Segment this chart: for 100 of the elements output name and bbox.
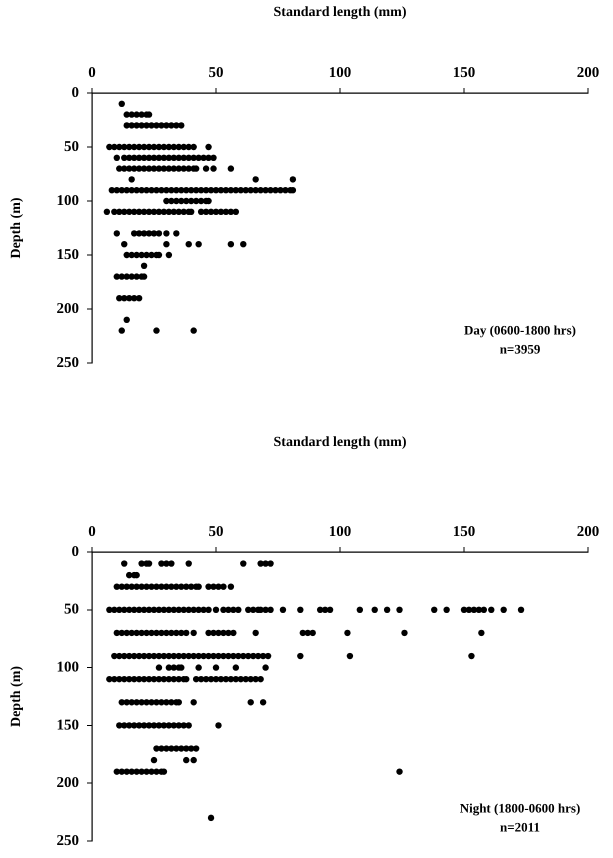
point bbox=[215, 722, 222, 729]
point bbox=[190, 327, 197, 334]
point bbox=[297, 652, 304, 660]
point bbox=[205, 606, 212, 613]
point bbox=[186, 722, 192, 729]
point bbox=[478, 630, 485, 636]
point bbox=[220, 583, 227, 590]
point bbox=[262, 664, 269, 671]
point bbox=[124, 316, 130, 323]
y-tick-label: 150 bbox=[56, 246, 79, 263]
point bbox=[190, 630, 197, 636]
point bbox=[128, 176, 135, 183]
point bbox=[267, 560, 274, 567]
point bbox=[356, 606, 364, 613]
point bbox=[240, 560, 246, 567]
point bbox=[195, 241, 202, 248]
y-tick-label: 100 bbox=[56, 192, 79, 209]
x-tick-label: 200 bbox=[576, 524, 600, 540]
x-tick-label: 100 bbox=[328, 64, 352, 81]
point bbox=[260, 699, 266, 706]
point bbox=[190, 756, 197, 764]
point bbox=[310, 630, 316, 636]
x-tick-label: 150 bbox=[452, 64, 476, 81]
point bbox=[118, 100, 125, 107]
point bbox=[252, 630, 259, 636]
point bbox=[205, 144, 212, 150]
point bbox=[208, 814, 214, 822]
x-axis-title: Standard length (mm) bbox=[273, 5, 407, 20]
point bbox=[267, 606, 274, 613]
point bbox=[121, 560, 128, 567]
point bbox=[272, 187, 279, 194]
point bbox=[443, 606, 450, 613]
point bbox=[384, 606, 390, 613]
point bbox=[212, 208, 220, 215]
point bbox=[150, 756, 158, 764]
point bbox=[431, 606, 438, 613]
y-tick-label: 250 bbox=[56, 354, 79, 371]
point bbox=[158, 699, 165, 706]
point bbox=[228, 241, 234, 248]
point bbox=[232, 664, 240, 671]
point bbox=[150, 208, 158, 215]
x-tick-label: 50 bbox=[208, 64, 224, 81]
point bbox=[156, 664, 162, 671]
x-tick-label: 50 bbox=[208, 524, 224, 540]
point bbox=[150, 154, 158, 161]
y-tick-label: 250 bbox=[56, 832, 79, 849]
x-tick-label: 0 bbox=[88, 64, 96, 81]
point bbox=[210, 165, 217, 172]
point bbox=[210, 154, 217, 161]
point bbox=[257, 676, 264, 682]
point bbox=[183, 630, 190, 636]
point bbox=[178, 122, 184, 129]
point bbox=[150, 606, 158, 613]
point bbox=[186, 560, 192, 567]
point bbox=[240, 241, 246, 248]
point bbox=[183, 756, 190, 764]
point bbox=[114, 154, 120, 161]
point bbox=[396, 768, 403, 775]
y-tick-label: 200 bbox=[56, 300, 79, 317]
x-tick-label: 100 bbox=[328, 524, 352, 540]
point bbox=[264, 652, 272, 660]
y-axis-title: Depth (m) bbox=[9, 666, 24, 728]
annotation: n=3959 bbox=[500, 341, 541, 356]
point bbox=[140, 262, 148, 269]
point bbox=[326, 606, 334, 613]
point bbox=[468, 652, 475, 660]
point bbox=[156, 230, 162, 237]
point bbox=[136, 295, 142, 302]
x-tick-label: 0 bbox=[88, 524, 96, 540]
annotation: Night (1800-0600 hrs) bbox=[460, 800, 580, 816]
point bbox=[235, 606, 242, 613]
point bbox=[396, 606, 403, 613]
annotation: n=2011 bbox=[500, 819, 540, 834]
point bbox=[153, 327, 160, 334]
annotation: Day (0600-1800 hrs) bbox=[464, 322, 576, 338]
point bbox=[186, 241, 192, 248]
point bbox=[168, 560, 175, 567]
point bbox=[114, 230, 120, 237]
point bbox=[202, 165, 210, 172]
y-tick-label: 0 bbox=[72, 544, 79, 560]
point bbox=[173, 230, 180, 237]
point bbox=[104, 208, 110, 215]
point bbox=[252, 176, 259, 183]
x-axis-title: Standard length (mm) bbox=[273, 435, 407, 450]
y-tick-label: 50 bbox=[64, 602, 79, 618]
x-tick-label: 150 bbox=[452, 524, 476, 540]
y-tick-label: 100 bbox=[56, 659, 79, 676]
point bbox=[190, 699, 197, 706]
point bbox=[232, 208, 240, 215]
point bbox=[488, 606, 494, 613]
y-tick-label: 150 bbox=[56, 717, 79, 734]
x-tick-label: 200 bbox=[576, 64, 600, 81]
point bbox=[372, 606, 378, 613]
point bbox=[230, 630, 237, 636]
point bbox=[212, 187, 220, 194]
point bbox=[163, 230, 170, 237]
point bbox=[195, 664, 202, 671]
point bbox=[212, 606, 220, 613]
point bbox=[280, 606, 286, 613]
point bbox=[148, 187, 155, 194]
